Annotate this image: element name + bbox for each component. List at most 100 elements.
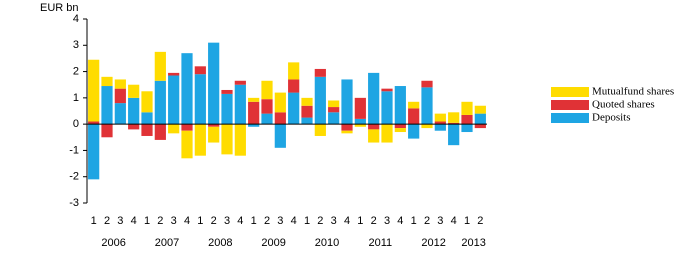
bar-segment <box>434 121 446 125</box>
x-tick-label: 2 <box>477 215 483 227</box>
y-tick-label: 4 <box>73 13 79 25</box>
bar-segment <box>194 66 206 75</box>
x-tick-label: 3 <box>117 215 123 227</box>
bar-segment <box>154 124 166 140</box>
bar-segment <box>274 112 286 125</box>
x-group-label: 2012 <box>421 237 445 249</box>
bar-segment <box>274 124 286 148</box>
bar-segment <box>314 124 326 136</box>
bar-segment <box>154 51 166 81</box>
y-tick-label: 2 <box>73 65 79 77</box>
bar-segment <box>261 80 273 100</box>
bar-segment <box>341 124 353 131</box>
legend-swatch <box>551 100 589 110</box>
bar-segment <box>141 124 153 136</box>
x-group-label: 2010 <box>315 237 339 249</box>
bar-segment <box>128 124 140 130</box>
bar-segment <box>221 89 233 94</box>
x-tick-label: 4 <box>344 215 350 227</box>
x-group-label: 2006 <box>101 237 125 249</box>
bar-segment <box>368 72 380 125</box>
bar-segment <box>168 75 180 125</box>
bar-segment <box>394 86 406 125</box>
bar-segment <box>234 80 246 85</box>
bar-segment <box>421 87 433 125</box>
bar-segment <box>394 128 406 133</box>
bar-segment <box>354 124 366 127</box>
x-tick-label: 3 <box>171 215 177 227</box>
bar-segment <box>328 112 340 125</box>
bar-segment <box>368 129 380 143</box>
x-tick-label: 1 <box>197 215 203 227</box>
bar-segment <box>221 124 233 155</box>
legend-swatch <box>551 113 589 123</box>
bar-segment <box>181 124 193 131</box>
x-group-label: 2008 <box>208 237 232 249</box>
bar-segment <box>408 108 420 125</box>
bar-segment <box>221 93 233 125</box>
bar-segment <box>88 59 100 122</box>
y-tick-label: 3 <box>73 39 79 51</box>
bar-segment <box>234 84 246 125</box>
bar-segment <box>421 80 433 88</box>
x-tick-label: 4 <box>184 215 190 227</box>
bar-segment <box>168 124 180 134</box>
x-tick-label: 1 <box>411 215 417 227</box>
bar-segment <box>461 101 473 115</box>
bar-segment <box>88 124 100 180</box>
bar-segment <box>208 124 220 127</box>
x-tick-label: 4 <box>237 215 243 227</box>
bar-segment <box>448 112 460 123</box>
bar-segment <box>368 124 380 130</box>
bar-segment <box>234 124 246 156</box>
x-tick-label: 2 <box>424 215 430 227</box>
x-tick-label: 2 <box>317 215 323 227</box>
bar-segment <box>341 79 353 125</box>
bar-segment <box>208 42 220 125</box>
y-tick-label: 0 <box>73 118 79 130</box>
bar-segment <box>301 97 313 106</box>
bar-segment <box>354 97 366 119</box>
bar-segment <box>328 100 340 108</box>
x-tick-label: 3 <box>384 215 390 227</box>
x-group-label: 2007 <box>155 237 179 249</box>
x-tick-label: 3 <box>437 215 443 227</box>
bar-segment <box>181 130 193 159</box>
bar-segment <box>88 121 100 125</box>
bar-segment <box>248 124 260 127</box>
bar-segment <box>128 84 140 98</box>
bar-segment <box>341 130 353 134</box>
x-tick-label: 2 <box>371 215 377 227</box>
bar-segment <box>248 101 260 125</box>
bar-segment <box>301 105 313 118</box>
bar-segment <box>194 74 206 125</box>
bar-segment <box>181 53 193 125</box>
bar-segment <box>288 79 300 93</box>
y-tick-label: -3 <box>69 197 79 209</box>
x-tick-label: 1 <box>251 215 257 227</box>
bar-segment <box>448 122 460 125</box>
legend-label: Quoted shares <box>592 99 655 111</box>
bar-segment <box>261 113 273 125</box>
bar-segment <box>274 92 286 113</box>
bar-segment <box>114 79 126 89</box>
x-tick-label: 3 <box>277 215 283 227</box>
y-tick-label: 1 <box>73 92 79 104</box>
bar-segment <box>381 91 393 125</box>
bar-segment <box>408 101 420 109</box>
bar-segment <box>261 99 273 114</box>
bar-segment <box>474 124 486 129</box>
x-tick-label: 4 <box>291 215 297 227</box>
bar-segment <box>194 124 206 156</box>
x-tick-label: 3 <box>224 215 230 227</box>
bar-segment <box>288 62 300 80</box>
bar-segment <box>154 80 166 125</box>
bar-segment <box>288 92 300 125</box>
bar-segment <box>101 86 113 125</box>
x-tick-label: 1 <box>144 215 150 227</box>
bar-segment <box>128 97 140 125</box>
bar-segment <box>114 88 126 104</box>
x-group-label: 2009 <box>261 237 285 249</box>
y-axis-title: EUR bn <box>40 2 79 14</box>
bar-segment <box>448 124 460 146</box>
